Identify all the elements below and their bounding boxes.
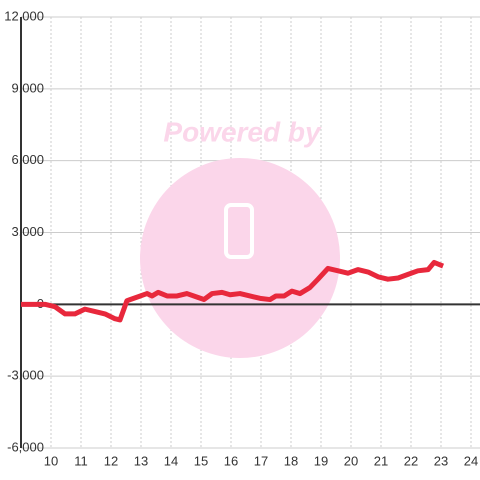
y-tick-label: -6,000 (7, 439, 44, 454)
x-tick-label: 17 (254, 453, 268, 468)
x-tick-label: 20 (344, 453, 358, 468)
watermark-icon (224, 203, 254, 259)
x-tick-label: 16 (224, 453, 238, 468)
x-tick-label: 18 (284, 453, 298, 468)
x-tick-label: 10 (44, 453, 58, 468)
x-tick-label: 13 (134, 453, 148, 468)
y-tick-label: -3,000 (7, 368, 44, 383)
x-tick-label: 19 (314, 453, 328, 468)
y-tick-label: 9,000 (11, 80, 44, 95)
x-tick-label: 14 (164, 453, 178, 468)
y-tick-label: 6,000 (11, 152, 44, 167)
x-tick-label: 15 (194, 453, 208, 468)
x-tick-label: 23 (434, 453, 448, 468)
x-tick-label: 24 (464, 453, 478, 468)
data-line (21, 259, 445, 323)
y-tick-label: 3,000 (11, 224, 44, 239)
x-tick-label: 12 (104, 453, 118, 468)
watermark-text: Powered by (163, 116, 322, 147)
x-tick-label: 11 (74, 453, 88, 468)
x-tick-label: 21 (374, 453, 388, 468)
x-tick-label: 22 (404, 453, 418, 468)
y-tick-label: 12,000 (4, 8, 44, 23)
